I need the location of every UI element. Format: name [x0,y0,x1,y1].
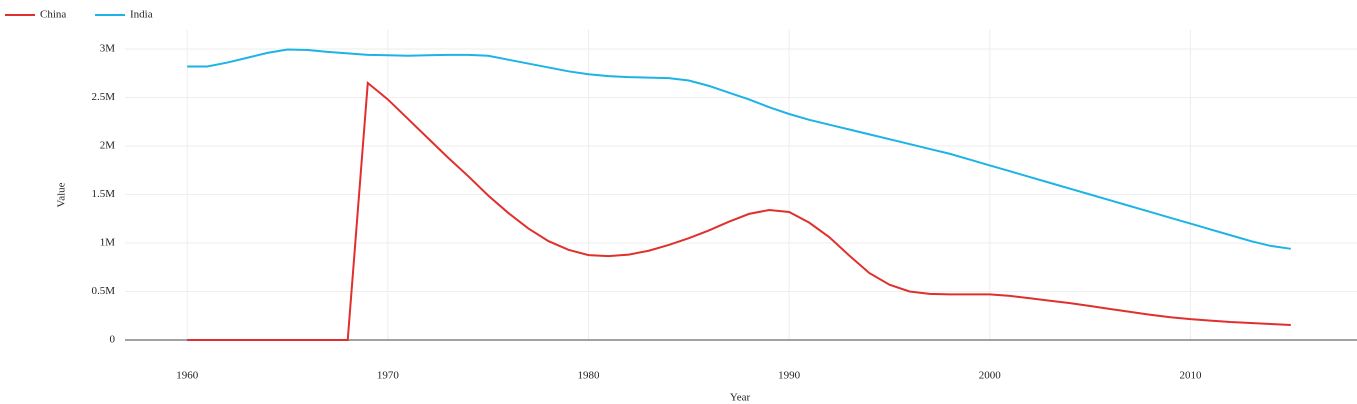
y-tick-label: 0 [110,334,116,346]
y-tick-label: 2M [100,140,116,152]
legend-label: China [40,9,66,21]
y-tick-label: 0.5M [91,285,115,297]
line [187,80,1291,341]
x-axis-title: Year [730,392,751,404]
y-tick-label: 1.5M [91,188,115,200]
y-tick-label: 1M [100,237,116,249]
x-tick-label: 1980 [578,370,601,382]
legend-label: India [130,9,153,21]
x-tick-label: 2000 [979,370,1002,382]
x-tick-label: 2010 [1179,370,1202,382]
y-tick-label: 2.5M [91,91,115,103]
line [187,48,1291,250]
y-tick-label: 3M [100,43,116,55]
y-axis-title: Value [56,182,68,207]
x-tick-label: 1970 [377,370,400,382]
x-tick-label: 1990 [778,370,801,382]
x-tick-label: 1960 [176,370,199,382]
